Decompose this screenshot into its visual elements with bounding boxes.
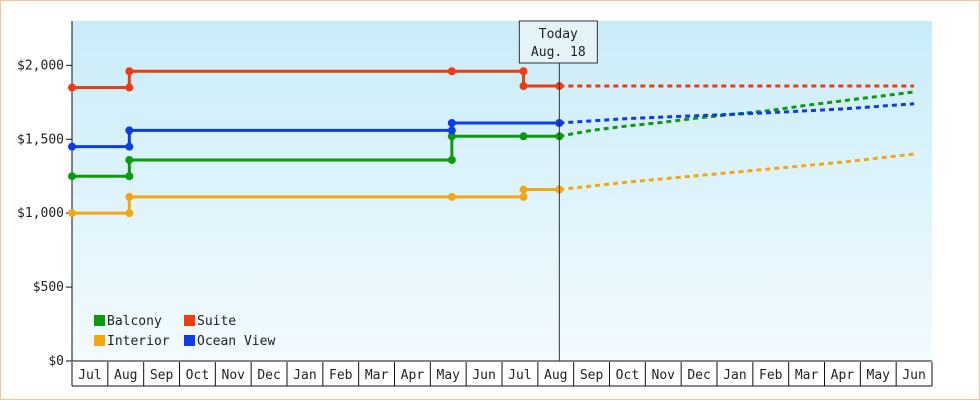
x-tick-label: Oct bbox=[616, 368, 639, 383]
today-box bbox=[518, 20, 598, 64]
data-point-balcony bbox=[125, 172, 134, 181]
plot-background bbox=[72, 21, 932, 361]
x-tick-label: Dec bbox=[257, 368, 280, 383]
forecast-line-ocean-view bbox=[559, 102, 915, 125]
data-point-balcony bbox=[447, 155, 456, 164]
data-point-interior bbox=[125, 209, 134, 218]
legend-swatch-balcony bbox=[94, 315, 105, 326]
legend-swatch-ocean-view bbox=[184, 335, 195, 346]
series-line-ocean-view bbox=[72, 121, 560, 149]
x-tick-label: Jul bbox=[78, 368, 101, 383]
data-point-ocean-view bbox=[68, 142, 76, 151]
data-point-balcony bbox=[68, 172, 76, 181]
x-tick-label: Nov bbox=[222, 368, 246, 383]
forecast-line-balcony bbox=[559, 90, 915, 138]
axes: $0 $500 $1,000 $1,500 $2,000 Jul Aug Sep Oct Nov D… bbox=[17, 21, 933, 387]
x-tick-label: Aug bbox=[114, 368, 137, 383]
x-tick-label: Mar bbox=[365, 368, 389, 383]
data-point-ocean-view bbox=[447, 126, 456, 135]
today-date: Aug. 18 bbox=[531, 45, 586, 60]
x-tick-label: Oct bbox=[186, 368, 209, 383]
x-tick-label: Nov bbox=[652, 368, 676, 383]
x-tick-label: Apr bbox=[831, 368, 855, 383]
y-tick-label: $2,000 bbox=[17, 58, 64, 73]
x-tick-label: Feb bbox=[759, 368, 783, 383]
data-point-suite bbox=[519, 67, 528, 76]
data-point-balcony bbox=[125, 155, 134, 164]
legend-swatch-suite bbox=[184, 315, 195, 326]
forecast-line-interior bbox=[559, 152, 915, 192]
x-tick-label: May bbox=[867, 368, 891, 383]
data-point-interior bbox=[519, 192, 528, 201]
x-tick-label: Sep bbox=[150, 368, 174, 383]
data-point-ocean-view bbox=[125, 126, 134, 135]
data-point-suite bbox=[68, 83, 76, 92]
x-tick-label: Jan bbox=[293, 368, 316, 383]
legend-label-suite: Suite bbox=[197, 314, 236, 329]
legend-label-interior: Interior bbox=[107, 334, 170, 349]
data-point-suite bbox=[447, 67, 456, 76]
data-point-suite bbox=[125, 83, 134, 92]
data-point-balcony bbox=[519, 132, 528, 141]
x-tick-label: Jun bbox=[902, 368, 925, 383]
x-tick-label: Jul bbox=[508, 368, 531, 383]
data-point-suite bbox=[125, 67, 134, 76]
data-point-interior bbox=[68, 209, 76, 218]
today-marker: Today Aug. 18 bbox=[518, 20, 598, 361]
x-tick-label: Sep bbox=[580, 368, 604, 383]
y-tick-label: $0 bbox=[48, 354, 64, 369]
x-tick-label: Mar bbox=[795, 368, 819, 383]
x-tick-label: Jun bbox=[472, 368, 495, 383]
data-point-suite bbox=[519, 82, 528, 91]
data-point-interior bbox=[519, 185, 528, 194]
y-tick-label: $1,000 bbox=[17, 206, 64, 221]
x-tick-label: May bbox=[437, 368, 461, 383]
forecast-lines bbox=[559, 84, 915, 192]
data-point-ocean-view bbox=[447, 119, 456, 127]
legend-swatch-interior bbox=[94, 335, 105, 346]
data-point-interior bbox=[447, 192, 456, 201]
data-point-ocean-view bbox=[125, 142, 134, 151]
data-point-balcony bbox=[447, 132, 456, 141]
y-tick-label: $1,500 bbox=[17, 132, 64, 147]
legend-label-ocean-view: Ocean View bbox=[197, 334, 275, 349]
x-tick-label: Apr bbox=[401, 368, 425, 383]
x-tick-label: Dec bbox=[687, 368, 710, 383]
x-tick-label: Feb bbox=[329, 368, 353, 383]
x-tick-label: Jan bbox=[723, 368, 746, 383]
today-label: Today bbox=[539, 27, 578, 42]
y-tick-label: $500 bbox=[33, 280, 64, 295]
data-point-interior bbox=[125, 192, 134, 201]
legend: Balcony Suite Interior Ocean View bbox=[94, 314, 275, 349]
x-tick-label: Aug bbox=[544, 368, 567, 383]
legend-label-balcony: Balcony bbox=[107, 314, 162, 329]
